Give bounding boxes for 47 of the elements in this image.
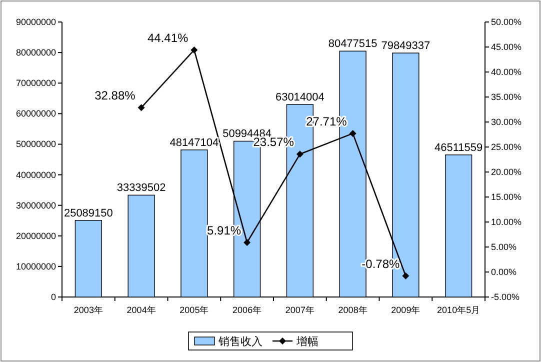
y-tick-label: 60000000 [16,108,56,119]
y2-tick-label: 50.00% [491,17,522,27]
data-label: 44.41% [147,30,189,45]
x-tick-label: 2005年 [180,305,209,315]
point [402,272,410,280]
legend-label: 销售收入 [218,335,262,348]
x-tick-label: 2003年 [74,305,103,315]
point [349,130,356,137]
y-tick-label: 40000000 [16,170,56,180]
y2-tick-label: 20.00% [491,167,522,177]
point [190,46,198,54]
x-tick-label: 2008年 [338,305,368,315]
data-label: 63014004 [275,91,324,104]
legend-label: 增幅 [296,336,318,348]
data-label: 80477515 [328,38,378,50]
y2-tick-label: 10.00% [491,217,522,227]
point [138,104,145,112]
data-label: 32.88% [94,88,136,103]
y-tick-label: 70000000 [16,78,56,88]
y2-tick-label: 25.00% [491,142,522,152]
y2-tick-label: -5.00% [491,292,520,302]
y-tick-label: 80000000 [16,48,56,58]
x-tick-label: 2007年 [285,305,314,315]
y2-tick-label: 5.00% [491,242,517,252]
data-label: 46511559 [434,142,483,154]
point [296,150,304,158]
data-label: 79849337 [381,40,430,52]
y2-tick-label: 45.00% [491,42,522,52]
y-tick-label: 30000000 [16,200,56,210]
x-tick-label: 2009年 [391,305,420,315]
y-tick-label: 0 [50,292,56,302]
y-tick-label: 20000000 [16,230,56,241]
data-label: 25089150 [64,207,113,220]
point [244,238,251,246]
x-tick-label: 2010年5月 [437,305,480,315]
y-tick-label: 50000000 [16,139,56,150]
x-tick-label: 2004年 [126,305,156,315]
data-label: 48147104 [170,136,219,149]
y-tick-label: 90000000 [16,17,56,27]
y2-tick-label: 40.00% [491,67,522,77]
y2-tick-label: 0.00% [491,267,517,277]
y2-tick-label: 35.00% [491,92,522,102]
x-tick-label: 2006年 [232,305,262,315]
y2-tick-label: 15.00% [491,192,522,202]
data-label: 33339502 [116,182,166,194]
y-tick-label: 10000000 [16,261,56,272]
y2-tick-label: 30.00% [491,117,522,127]
